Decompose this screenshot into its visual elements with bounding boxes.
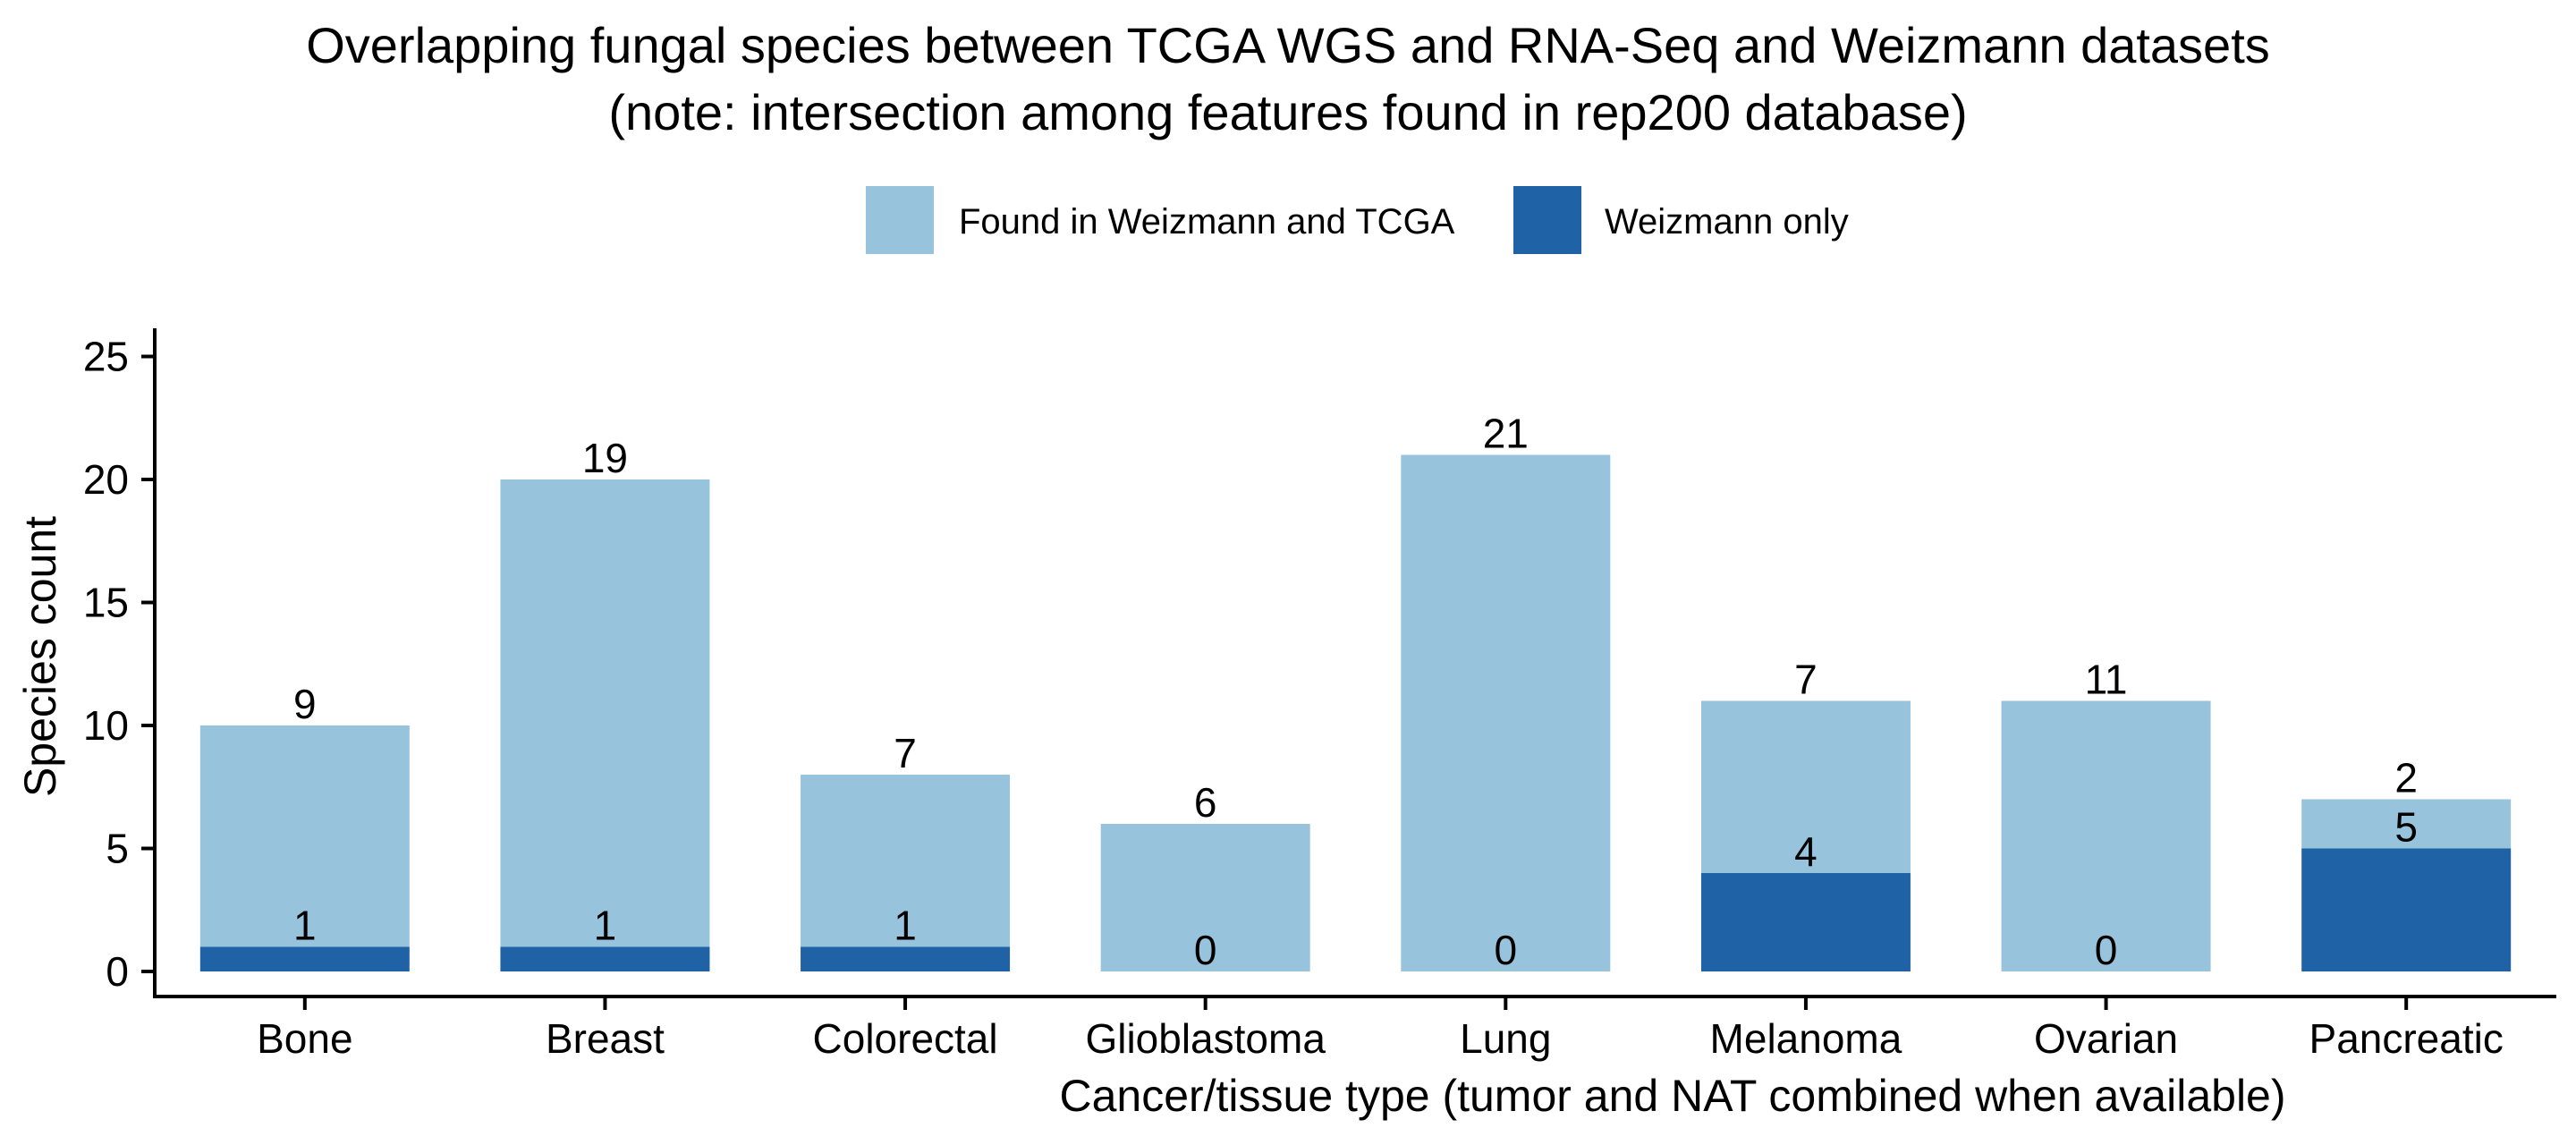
bar-label-found-in-both-glioblastoma: 6 [1194, 779, 1217, 826]
y-tick-label-10: 10 [83, 702, 129, 749]
bar-found-in-both-breast [500, 479, 710, 947]
chart-title-line-1: Overlapping fungal species between TCGA … [306, 17, 2270, 73]
bar-found-in-both-melanoma [1700, 700, 1911, 873]
bar-label-found-in-both-ovarian: 11 [2085, 657, 2128, 703]
bar-label-found-in-both-lung: 21 [1483, 411, 1529, 457]
chart-title-line-2: (note: intersection among features found… [608, 84, 1967, 140]
bar-label-weizmann-only-lung: 0 [1495, 927, 1518, 973]
bar-label-found-in-both-colorectal: 7 [894, 730, 917, 776]
bar-found-in-both-glioblastoma [1100, 824, 1310, 971]
bar-label-weizmann-only-glioblastoma: 0 [1194, 927, 1217, 973]
bar-found-in-both-bone [199, 725, 410, 947]
bar-found-in-both-lung [1401, 454, 1611, 971]
bar-weizmann-only-colorectal [801, 946, 1011, 971]
y-tick-label-5: 5 [106, 826, 129, 872]
y-tick-label-25: 25 [83, 334, 129, 380]
legend-label-weizmann-only: Weizmann only [1605, 202, 1849, 242]
bar-label-weizmann-only-breast: 1 [594, 903, 617, 949]
bar-label-weizmann-only-colorectal: 1 [894, 903, 917, 949]
bar-label-weizmann-only-pancreatic: 5 [2394, 804, 2418, 851]
x-axis-title: Cancer/tissue type (tumor and NAT combin… [1059, 1071, 2285, 1121]
y-tick-label-20: 20 [83, 456, 129, 503]
legend-label-found-in-weizmann-and-tcga: Found in Weizmann and TCGA [959, 202, 1455, 242]
bar-label-weizmann-only-ovarian: 0 [2095, 927, 2118, 973]
y-tick-label-15: 15 [83, 580, 129, 626]
bar-found-in-both-ovarian [2001, 700, 2211, 971]
x-tick-label-glioblastoma: Glioblastoma [1085, 1015, 1326, 1062]
x-tick-label-melanoma: Melanoma [1710, 1015, 1902, 1062]
x-tick-label-lung: Lung [1460, 1015, 1551, 1062]
bar-label-weizmann-only-bone: 1 [293, 903, 317, 949]
bar-weizmann-only-bone [199, 946, 410, 971]
y-tick-label-0: 0 [106, 948, 129, 995]
bar-found-in-both-pancreatic [2301, 799, 2512, 849]
x-tick-label-pancreatic: Pancreatic [2309, 1015, 2504, 1062]
x-tick-label-ovarian: Ovarian [2034, 1015, 2178, 1062]
plot-area: 19Bone119Breast17Colorectal06Glioblastom… [83, 328, 2556, 1062]
bar-weizmann-only-melanoma [1700, 873, 1911, 971]
x-tick-label-breast: Breast [546, 1015, 665, 1062]
bar-label-found-in-both-breast: 19 [582, 435, 628, 481]
bar-label-found-in-both-bone: 9 [293, 681, 317, 727]
legend: Found in Weizmann and TCGA Weizmann only [866, 186, 1849, 254]
bar-label-weizmann-only-melanoma: 4 [1794, 828, 1818, 875]
legend-swatch-found-in-weizmann-and-tcga [866, 186, 934, 254]
bar-label-found-in-both-pancreatic: 2 [2394, 755, 2418, 802]
bar-label-found-in-both-melanoma: 7 [1794, 657, 1818, 703]
legend-swatch-weizmann-only [1513, 186, 1581, 254]
x-tick-label-colorectal: Colorectal [813, 1015, 998, 1062]
bar-weizmann-only-breast [500, 946, 710, 971]
x-tick-label-bone: Bone [257, 1015, 352, 1062]
y-axis-title: Species count [15, 516, 65, 797]
bar-found-in-both-colorectal [801, 775, 1011, 947]
bar-weizmann-only-pancreatic [2301, 848, 2512, 971]
